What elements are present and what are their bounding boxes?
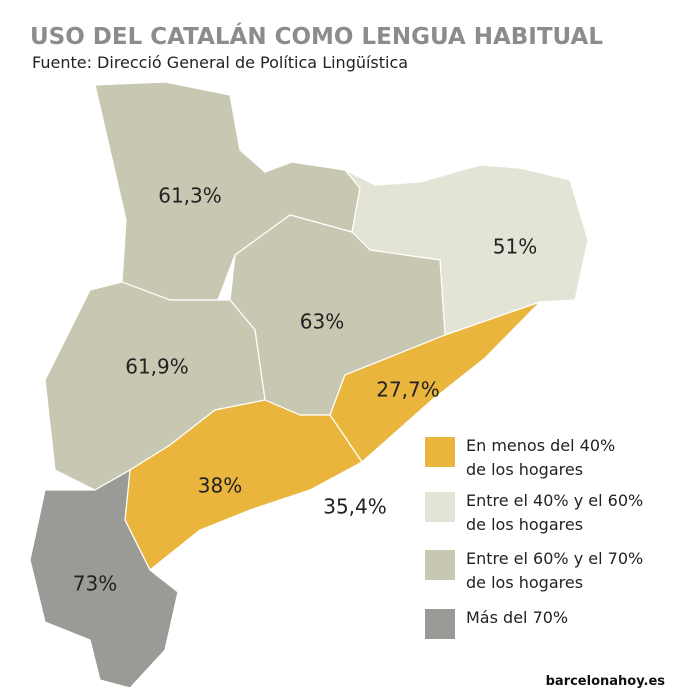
legend-swatch bbox=[425, 437, 455, 467]
region bbox=[29, 469, 179, 689]
map bbox=[29, 81, 589, 689]
region-label: 61,3% bbox=[158, 184, 222, 208]
legend-text: de los hogares bbox=[466, 573, 583, 592]
legend-text: de los hogares bbox=[466, 460, 583, 479]
legend-swatch bbox=[425, 550, 455, 580]
legend-text: En menos del 40% bbox=[466, 436, 615, 455]
legend-text: Más del 70% bbox=[466, 608, 568, 627]
legend-swatch bbox=[425, 492, 455, 522]
legend-swatch bbox=[425, 609, 455, 639]
region-label: 63% bbox=[300, 310, 344, 334]
footer: barcelonahoy.es bbox=[546, 674, 666, 689]
region-label: 27,7% bbox=[376, 378, 440, 402]
legend-text: de los hogares bbox=[466, 515, 583, 534]
legend: En menos del 40% de los hogares Entre el 4… bbox=[425, 436, 643, 639]
legend-text: Entre el 60% y el 70% bbox=[466, 549, 643, 568]
legend-text: Entre el 40% y el 60% bbox=[466, 491, 643, 510]
region-label: 51% bbox=[493, 235, 537, 259]
region-labels: 61,3% 51% 63% 61,9% 27,7% 38% 73% bbox=[73, 184, 537, 596]
title: USO DEL CATALÁN COMO LENGUA HABITUAL bbox=[30, 22, 603, 50]
annotation: 35,4% bbox=[323, 495, 387, 519]
region-label: 61,9% bbox=[125, 355, 189, 379]
region-label: 38% bbox=[198, 474, 242, 498]
source: Fuente: Direcció General de Política Lin… bbox=[32, 53, 408, 72]
region-label: 73% bbox=[73, 572, 117, 596]
